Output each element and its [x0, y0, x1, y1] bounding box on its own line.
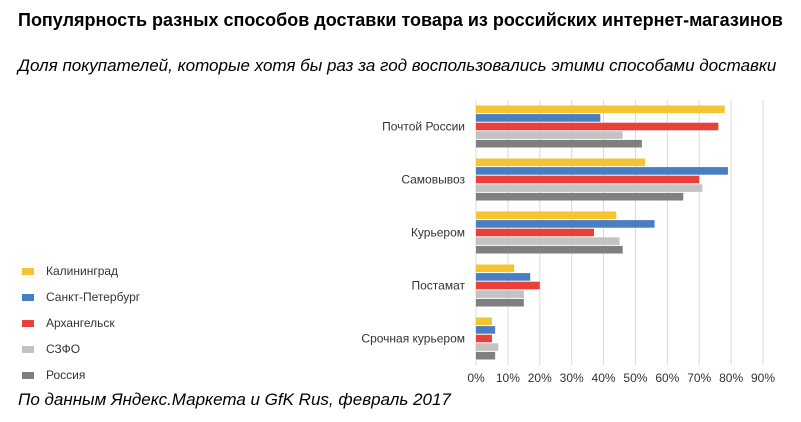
bar — [476, 211, 617, 220]
bar — [476, 351, 496, 360]
category-label: Постамат — [412, 279, 466, 293]
legend-item: Россия — [22, 362, 222, 388]
bar — [476, 228, 594, 237]
bar — [476, 184, 703, 192]
legend-swatch — [22, 371, 34, 379]
bar — [476, 317, 492, 326]
bar — [476, 343, 499, 351]
x-tick-label: 20% — [528, 371, 552, 385]
bar — [476, 175, 700, 184]
legend-label: Калининград — [46, 264, 119, 278]
bar — [476, 122, 719, 131]
legend-item: Санкт-Петербург — [22, 284, 222, 310]
category-label: Самовывоз — [401, 173, 465, 187]
bar — [476, 273, 531, 281]
chart-legend: Калининград Санкт-Петербург Архангельск СЗФ… — [22, 258, 222, 388]
legend-item: СЗФО — [22, 336, 222, 362]
legend-label: Санкт-Петербург — [46, 290, 141, 304]
x-tick-label: 90% — [751, 371, 775, 385]
category-label: Курьером — [411, 226, 465, 240]
x-tick-label: 80% — [719, 371, 743, 385]
bar — [476, 105, 725, 114]
bar — [476, 167, 728, 175]
x-tick-label: 30% — [560, 371, 584, 385]
legend-swatch — [22, 319, 34, 327]
x-tick-label: 0% — [467, 371, 485, 385]
bar — [476, 298, 524, 307]
x-tick-label: 60% — [655, 371, 679, 385]
legend-swatch — [22, 345, 34, 353]
bar — [476, 131, 623, 139]
legend-swatch — [22, 267, 34, 275]
bar — [476, 264, 515, 273]
legend-swatch — [22, 293, 34, 301]
legend-item: Архангельск — [22, 310, 222, 336]
chart-title: Популярность разных способов доставки то… — [18, 10, 783, 30]
bar — [476, 290, 524, 298]
bar — [476, 220, 655, 228]
bar — [476, 281, 540, 290]
legend-item: Калининград — [22, 258, 222, 284]
x-tick-label: 40% — [592, 371, 616, 385]
bar — [476, 326, 496, 334]
bar — [476, 192, 684, 201]
legend-label: Россия — [46, 368, 86, 382]
chart-subtitle: Доля покупателей, которые хотя бы раз за… — [18, 56, 777, 75]
bar — [476, 245, 623, 254]
x-tick-label: 10% — [496, 371, 520, 385]
legend-label: СЗФО — [46, 342, 81, 356]
x-tick-label: 50% — [623, 371, 647, 385]
bar — [476, 237, 620, 245]
source-footnote: По данным Яндекс.Маркета и GfK Rus, февр… — [18, 390, 451, 409]
bar — [476, 139, 642, 148]
bar — [476, 114, 601, 122]
legend-label: Архангельск — [46, 316, 115, 330]
bar — [476, 334, 492, 343]
x-tick-label: 70% — [687, 371, 711, 385]
category-label: Срочная курьером — [361, 332, 465, 346]
category-label: Почтой России — [382, 120, 465, 134]
bar — [476, 158, 646, 167]
